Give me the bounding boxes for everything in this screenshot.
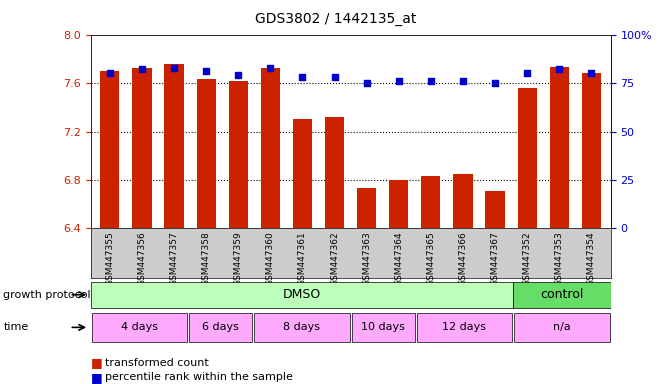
Text: GSM447361: GSM447361 bbox=[298, 231, 307, 286]
Bar bbox=[421, 176, 440, 228]
Point bbox=[168, 65, 179, 71]
Bar bbox=[91, 282, 513, 308]
Text: GSM447352: GSM447352 bbox=[523, 231, 531, 286]
Point bbox=[265, 65, 276, 71]
Bar bbox=[514, 313, 610, 342]
Point bbox=[201, 68, 211, 74]
Point bbox=[297, 74, 308, 80]
Point bbox=[105, 70, 115, 76]
Bar bbox=[197, 79, 216, 228]
Text: GSM447355: GSM447355 bbox=[105, 231, 114, 286]
Bar bbox=[352, 313, 415, 342]
Bar bbox=[100, 71, 119, 228]
Bar bbox=[357, 189, 376, 228]
Text: n/a: n/a bbox=[553, 322, 571, 333]
Text: control: control bbox=[540, 288, 584, 301]
Point bbox=[425, 78, 436, 84]
Text: GDS3802 / 1442135_at: GDS3802 / 1442135_at bbox=[255, 12, 416, 25]
Bar bbox=[91, 313, 187, 342]
Text: GSM447357: GSM447357 bbox=[170, 231, 178, 286]
Point bbox=[490, 80, 501, 86]
Text: ■: ■ bbox=[91, 371, 103, 384]
Text: GSM447360: GSM447360 bbox=[266, 231, 275, 286]
Bar bbox=[417, 313, 512, 342]
Bar bbox=[164, 64, 184, 228]
Text: GSM447367: GSM447367 bbox=[491, 231, 499, 286]
Bar bbox=[454, 174, 472, 228]
Text: GSM447366: GSM447366 bbox=[458, 231, 468, 286]
Text: GSM447362: GSM447362 bbox=[330, 231, 339, 286]
Point bbox=[137, 66, 148, 73]
Text: GSM447365: GSM447365 bbox=[426, 231, 435, 286]
Text: GSM447364: GSM447364 bbox=[395, 231, 403, 286]
Text: percentile rank within the sample: percentile rank within the sample bbox=[105, 372, 293, 382]
Text: DMSO: DMSO bbox=[282, 288, 321, 301]
Text: ■: ■ bbox=[91, 356, 103, 369]
Point bbox=[361, 80, 372, 86]
Point bbox=[458, 78, 468, 84]
Point bbox=[522, 70, 533, 76]
Text: GSM447353: GSM447353 bbox=[555, 231, 564, 286]
Point bbox=[554, 66, 564, 73]
Text: 12 days: 12 days bbox=[442, 322, 486, 333]
Bar bbox=[389, 180, 409, 228]
Bar bbox=[261, 68, 280, 228]
Bar bbox=[132, 68, 152, 228]
Text: 4 days: 4 days bbox=[121, 322, 158, 333]
Bar bbox=[517, 88, 537, 228]
Text: 8 days: 8 days bbox=[283, 322, 320, 333]
Point bbox=[586, 70, 597, 76]
Text: GSM447359: GSM447359 bbox=[234, 231, 243, 286]
Point bbox=[233, 72, 244, 78]
Text: transformed count: transformed count bbox=[105, 358, 209, 368]
Point bbox=[393, 78, 404, 84]
Bar bbox=[513, 282, 611, 308]
Bar bbox=[550, 67, 569, 228]
Bar bbox=[485, 191, 505, 228]
Bar bbox=[582, 73, 601, 228]
Text: GSM447356: GSM447356 bbox=[138, 231, 146, 286]
Point bbox=[329, 74, 340, 80]
Bar bbox=[293, 119, 312, 228]
Text: GSM447354: GSM447354 bbox=[587, 231, 596, 286]
Text: time: time bbox=[3, 322, 29, 333]
Text: GSM447363: GSM447363 bbox=[362, 231, 371, 286]
Bar bbox=[189, 313, 252, 342]
Bar bbox=[254, 313, 350, 342]
Text: 10 days: 10 days bbox=[361, 322, 405, 333]
Text: GSM447358: GSM447358 bbox=[202, 231, 211, 286]
Bar bbox=[229, 81, 248, 228]
Text: 6 days: 6 days bbox=[202, 322, 239, 333]
Bar bbox=[325, 117, 344, 228]
Text: growth protocol: growth protocol bbox=[3, 290, 91, 300]
